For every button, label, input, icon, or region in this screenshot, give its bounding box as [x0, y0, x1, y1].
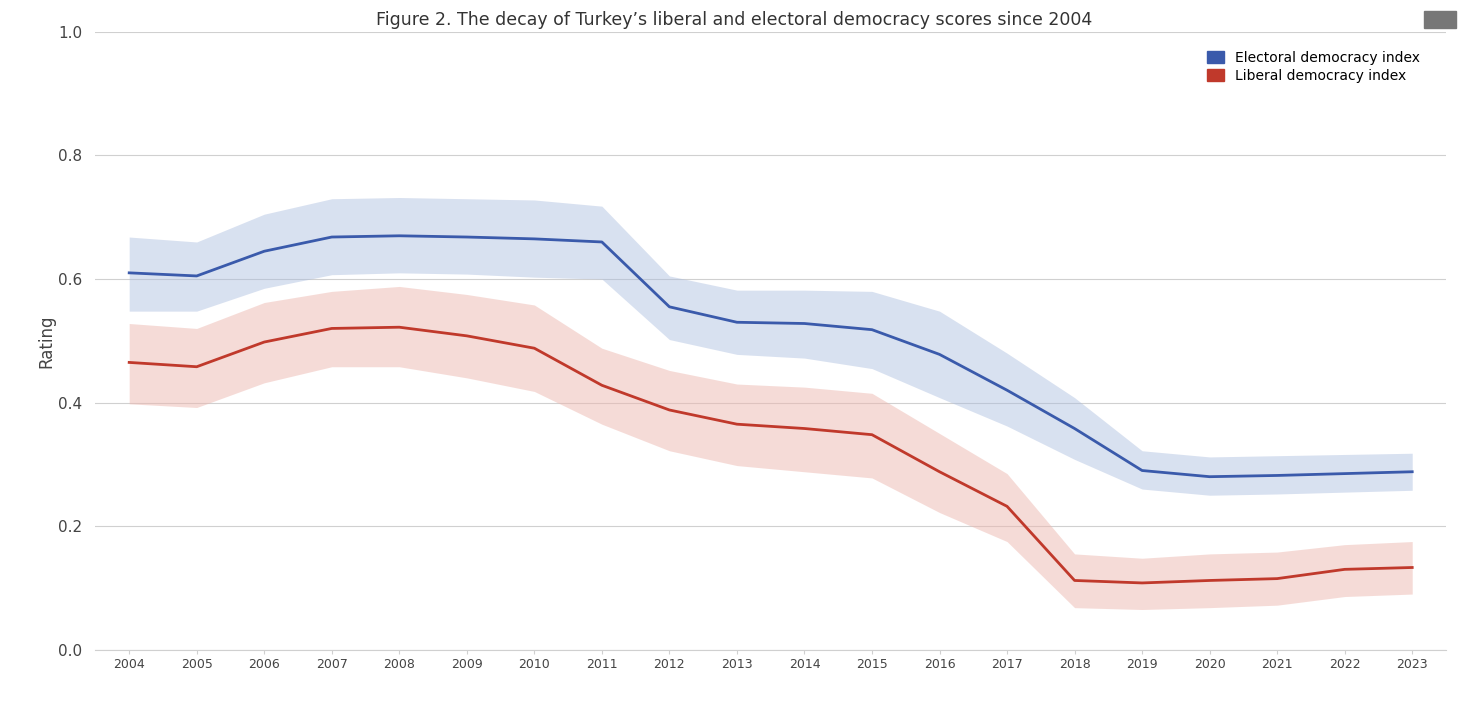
Text: Figure 2. The decay of Turkey’s liberal and electoral democracy scores since 200: Figure 2. The decay of Turkey’s liberal …: [376, 11, 1092, 28]
Y-axis label: Rating: Rating: [38, 314, 56, 368]
Legend: Electoral democracy index, Liberal democracy index: Electoral democracy index, Liberal democ…: [1202, 45, 1425, 88]
